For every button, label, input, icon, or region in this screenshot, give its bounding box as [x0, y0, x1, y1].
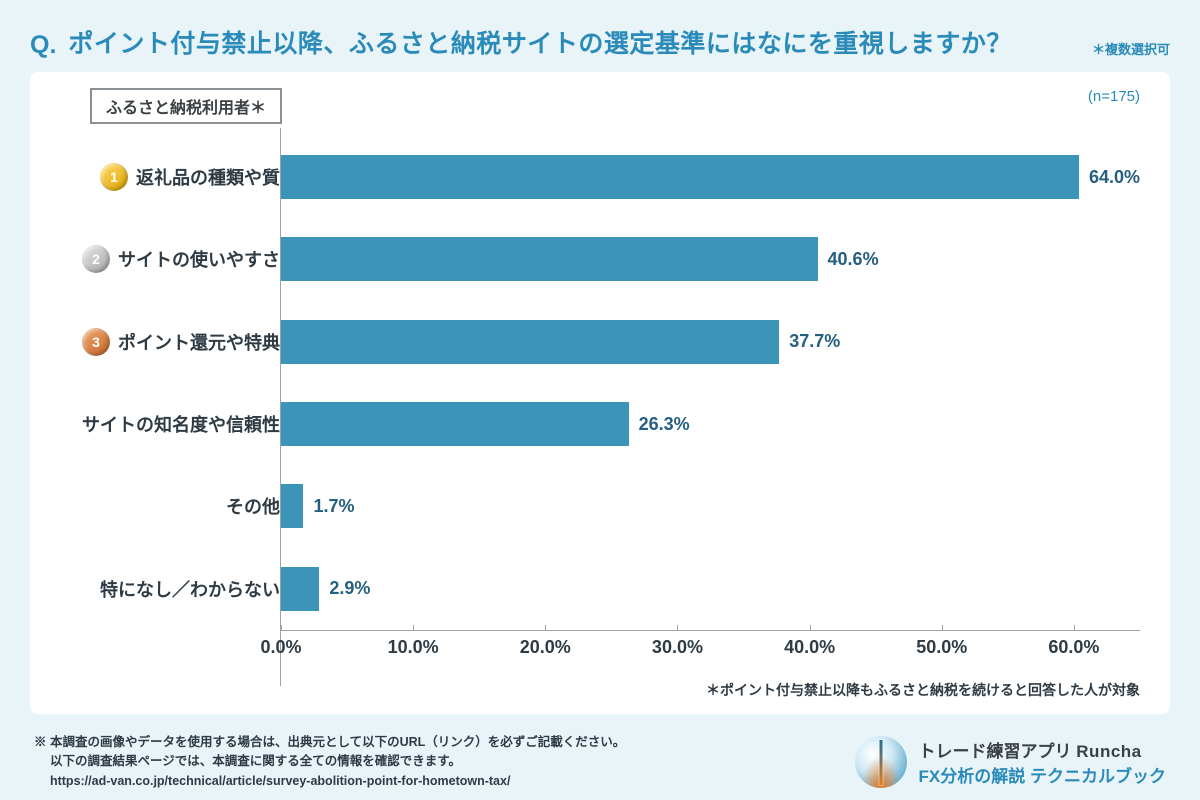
brand-block: トレード練習アプリ Runcha FX分析の解説 テクニカルブック — [855, 736, 1166, 788]
chart-top-row: ふるさと納税利用者＊ (n=175) — [60, 88, 1140, 124]
question-prefix: Q. — [30, 31, 56, 60]
citation-line-2: 以下の調査結果ページでは、本調査に関する全ての情報を確認できます。 — [34, 752, 625, 771]
x-tick — [545, 625, 546, 631]
x-tick-label: 10.0% — [388, 637, 439, 658]
bar-value-label: 2.9% — [329, 578, 370, 599]
category-label: サイトの知名度や信頼性 — [82, 411, 280, 437]
brand-logo-icon — [855, 736, 907, 788]
respondent-group-label: ふるさと納税利用者＊ — [90, 88, 282, 124]
category-label: ポイント還元や特典 — [118, 329, 280, 355]
title-row: Q. ポイント付与禁止以降、ふるさと納税サイトの選定基準にはなにを重視しますか？… — [30, 24, 1170, 60]
brand-line-1b: Runcha — [1076, 742, 1141, 761]
multi-select-note: ＊複数選択可 — [1092, 39, 1170, 60]
x-tick-label: 60.0% — [1048, 637, 1099, 658]
brand-line-2: FX分析の解説 テクニカルブック — [919, 762, 1166, 787]
y-axis: 1 返礼品の種類や質 2 サイトの使いやすさ 3 ポイント還元や特典サイトの知名度や信頼性… — [60, 128, 280, 686]
bar — [281, 402, 629, 446]
bars-zone: 64.0%40.6%37.7%26.3%1.7%2.9% 0.0%10.0%20… — [280, 128, 1140, 686]
brand-text: トレード練習アプリ Runcha FX分析の解説 テクニカルブック — [919, 737, 1166, 787]
x-axis: 0.0%10.0%20.0%30.0%40.0%50.0%60.0% — [281, 630, 1140, 686]
category-label: その他 — [226, 493, 280, 519]
citation-line-1: ※ 本調査の画像やデータを使用する場合は、出典元として以下のURL（リンク）を必… — [34, 733, 625, 752]
citation-note: ※ 本調査の画像やデータを使用する場合は、出典元として以下のURL（リンク）を必… — [34, 733, 625, 791]
x-tick-label: 20.0% — [520, 637, 571, 658]
bar-row: 64.0% — [281, 147, 1140, 207]
x-tick — [281, 625, 282, 631]
sample-size-label: (n=175) — [1088, 88, 1140, 105]
page-footer: ※ 本調査の画像やデータを使用する場合は、出典元として以下のURL（リンク）を必… — [30, 714, 1170, 800]
x-tick — [1074, 625, 1075, 631]
category-label: 返礼品の種類や質 — [136, 164, 280, 190]
bar-row: 26.3% — [281, 394, 1140, 454]
x-tick-label: 40.0% — [784, 637, 835, 658]
bar-row: 1.7% — [281, 476, 1140, 536]
bar-value-label: 40.6% — [828, 249, 879, 270]
bar — [281, 237, 818, 281]
x-tick — [677, 625, 678, 631]
brand-line-1a: トレード練習アプリ — [919, 742, 1077, 761]
y-axis-item: 3 ポイント還元や特典 — [60, 312, 280, 372]
y-axis-item: その他 — [60, 476, 280, 536]
bar — [281, 155, 1079, 199]
rank-medal-icon: 1 — [100, 163, 128, 191]
bar-row: 2.9% — [281, 559, 1140, 619]
rank-medal-icon: 3 — [82, 328, 110, 356]
x-tick — [810, 625, 811, 631]
bar — [281, 567, 319, 611]
y-axis-item: 2 サイトの使いやすさ — [60, 229, 280, 289]
page-container: Q. ポイント付与禁止以降、ふるさと納税サイトの選定基準にはなにを重視しますか？… — [0, 0, 1200, 800]
bar-value-label: 64.0% — [1089, 167, 1140, 188]
plot-area: 1 返礼品の種類や質 2 サイトの使いやすさ 3 ポイント還元や特典サイトの知名度や信頼性… — [60, 128, 1140, 686]
x-tick — [413, 625, 414, 631]
x-tick-label: 0.0% — [260, 637, 301, 658]
bar — [281, 484, 303, 528]
category-label: サイトの使いやすさ — [118, 246, 280, 272]
x-tick — [942, 625, 943, 631]
y-axis-item: 1 返礼品の種類や質 — [60, 147, 280, 207]
brand-line-1: トレード練習アプリ Runcha — [919, 737, 1166, 762]
bar-row: 37.7% — [281, 312, 1140, 372]
bar-value-label: 26.3% — [639, 414, 690, 435]
bar-value-label: 1.7% — [313, 496, 354, 517]
rank-medal-icon: 2 — [82, 245, 110, 273]
chart-card: ふるさと納税利用者＊ (n=175) 1 返礼品の種類や質 2 サイトの使いやすさ 3ポ… — [30, 72, 1170, 714]
bar — [281, 320, 779, 364]
citation-line-3: https://ad-van.co.jp/technical/article/s… — [34, 772, 625, 791]
bar-value-label: 37.7% — [789, 331, 840, 352]
bar-row: 40.6% — [281, 229, 1140, 289]
y-axis-item: サイトの知名度や信頼性 — [60, 394, 280, 454]
x-tick-label: 30.0% — [652, 637, 703, 658]
category-label: 特になし／わからない — [100, 576, 280, 602]
y-axis-item: 特になし／わからない — [60, 559, 280, 619]
x-tick-label: 50.0% — [916, 637, 967, 658]
question-text: ポイント付与禁止以降、ふるさと納税サイトの選定基準にはなにを重視しますか？ — [68, 24, 1080, 60]
bars-inner: 64.0% 40.6% 37.7% 26.3% 1.7% 2.9% — [281, 128, 1140, 630]
